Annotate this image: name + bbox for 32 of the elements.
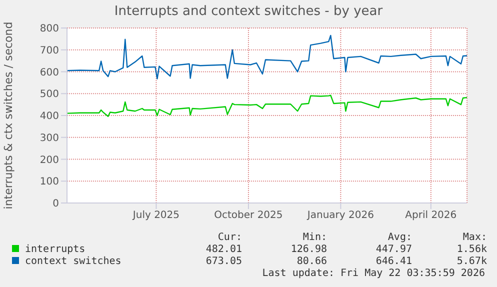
y-axis-title: interrupts & ctx switches / second xyxy=(2,22,16,210)
line-series xyxy=(67,94,467,117)
text: 126.98 xyxy=(290,244,327,256)
chart-title: Interrupts and context switches - by year xyxy=(113,4,384,19)
y-tick-label: 300 xyxy=(40,132,59,144)
text: 5.67k xyxy=(456,256,487,268)
x-tick-label: October 2025 xyxy=(214,210,283,222)
line-series xyxy=(67,34,467,80)
legend-label: interrupts xyxy=(24,244,86,256)
x-tick-label: July 2025 xyxy=(132,210,180,222)
text: Avg: xyxy=(386,232,412,244)
text: 447.97 xyxy=(374,244,412,256)
text: 646.41 xyxy=(374,256,412,268)
y-tick-label: 0 xyxy=(52,198,59,210)
y-tick-label: 400 xyxy=(40,111,59,122)
text: 80.66 xyxy=(296,256,327,268)
y-tick-label: 800 xyxy=(40,24,59,35)
y-tick-label: 700 xyxy=(40,45,59,56)
text: 482.01 xyxy=(204,244,242,256)
y-tick-label: 200 xyxy=(40,154,59,166)
text: Cur: xyxy=(216,232,242,244)
text: Last update: Fri May 22 03:35:59 2026 xyxy=(261,268,485,280)
legend-label: context switches xyxy=(24,256,122,268)
x-tick-label: April 2026 xyxy=(405,210,457,222)
text: Min: xyxy=(302,232,327,244)
text: Max: xyxy=(462,232,487,244)
y-tick-label: 500 xyxy=(40,89,59,100)
text: 673.05 xyxy=(204,256,242,268)
text: 1.56k xyxy=(456,244,487,256)
y-tick-label: 100 xyxy=(40,176,59,188)
y-tick-label: 600 xyxy=(40,67,59,78)
x-tick-label: January 2026 xyxy=(306,210,374,222)
